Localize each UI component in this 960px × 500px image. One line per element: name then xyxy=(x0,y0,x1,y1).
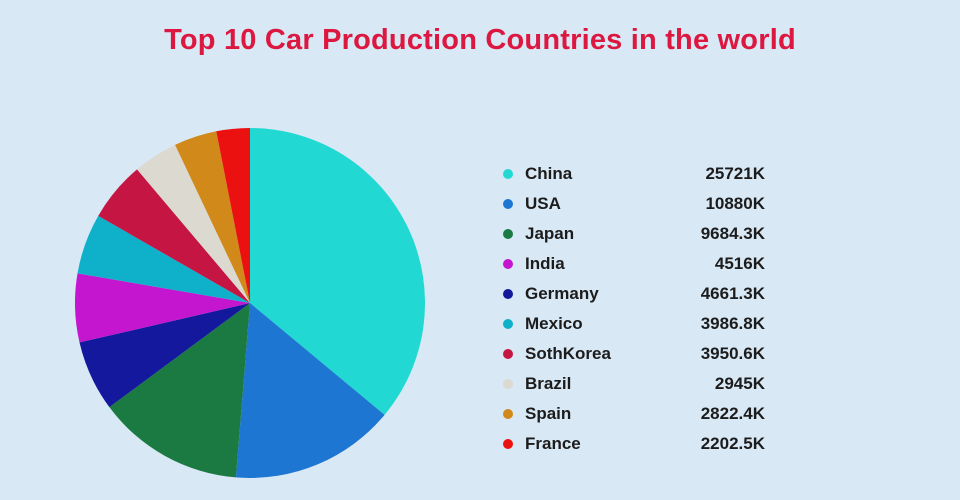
legend-row-china: China 25721K xyxy=(503,159,765,189)
legend-value-france: 2202.5K xyxy=(700,434,765,453)
legend-value-mexico: 3986.8K xyxy=(700,314,765,333)
legend-row-mexico: Mexico 3986.8K xyxy=(503,309,765,339)
pie-slice-india xyxy=(75,273,250,343)
pie-slice-mexico xyxy=(77,215,250,303)
legend-color-dot-sothkorea xyxy=(503,349,513,359)
legend-value-sothkorea: 3950.6K xyxy=(700,344,765,363)
legend-value-china: 25721K xyxy=(705,164,765,183)
legend-color-dot-spain xyxy=(503,409,513,419)
legend-color-dot-china xyxy=(503,169,513,179)
legend-label-china: China xyxy=(525,164,573,183)
pie-chart xyxy=(75,128,425,478)
legend-value-germany: 4661.3K xyxy=(700,284,765,303)
legend-value-japan: 9684.3K xyxy=(700,224,765,243)
legend-color-dot-germany xyxy=(503,289,513,299)
legend-row-brazil: Brazil 2945K xyxy=(503,369,765,399)
legend-color-dot-usa xyxy=(503,199,513,209)
legend-label-spain: Spain xyxy=(525,404,572,423)
legend-color-dot-india xyxy=(503,259,513,269)
legend-row-spain: Spain 2822.4K xyxy=(503,399,765,429)
legend-row-usa: USA 10880K xyxy=(503,189,765,219)
legend-row-sothkorea: SothKorea 3950.6K xyxy=(503,339,765,369)
legend-label-japan: Japan xyxy=(525,224,575,243)
pie-slice-japan xyxy=(109,303,250,478)
pie-slice-brazil xyxy=(137,144,250,303)
chart-title: Top 10 Car Production Countries in the w… xyxy=(164,24,796,56)
legend-label-mexico: Mexico xyxy=(525,314,583,333)
legend-value-brazil: 2945K xyxy=(714,374,765,393)
legend-color-dot-france xyxy=(503,439,513,449)
legend-label-germany: Germany xyxy=(525,284,599,303)
legend-label-sothkorea: SothKorea xyxy=(525,344,611,363)
legend-color-dot-brazil xyxy=(503,379,513,389)
legend-row-india: India 4516K xyxy=(503,249,765,279)
legend: China 25721K USA 10880K Japan 9684.3K India 451… xyxy=(503,159,765,459)
legend-label-france: France xyxy=(525,434,581,453)
legend-value-india: 4516K xyxy=(714,254,765,273)
pie-slice-usa xyxy=(235,303,385,478)
legend-label-india: India xyxy=(525,254,565,273)
pie-slice-germany xyxy=(79,303,250,408)
legend-label-brazil: Brazil xyxy=(525,374,572,393)
legend-color-dot-japan xyxy=(503,229,513,239)
legend-value-usa: 10880K xyxy=(705,194,765,213)
pie-slice-france xyxy=(216,128,250,303)
pie-slice-spain xyxy=(175,131,250,303)
legend-row-germany: Germany 4661.3K xyxy=(503,279,765,309)
pie-slice-china xyxy=(250,128,425,415)
legend-label-usa: USA xyxy=(525,194,561,213)
pie-chart-svg xyxy=(75,128,425,478)
legend-row-japan: Japan 9684.3K xyxy=(503,219,765,249)
pie-slice-sothkorea xyxy=(98,169,250,303)
legend-row-france: France 2202.5K xyxy=(503,429,765,459)
legend-value-spain: 2822.4K xyxy=(700,404,765,423)
legend-color-dot-mexico xyxy=(503,319,513,329)
